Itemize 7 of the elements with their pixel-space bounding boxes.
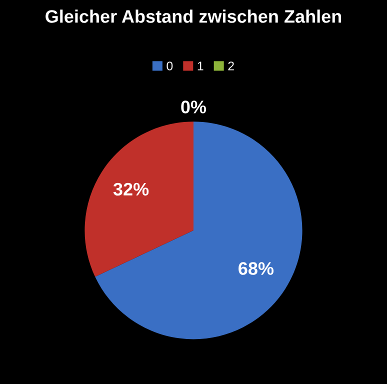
legend-label: 2 [228,62,234,70]
data-label: 32% [113,182,149,196]
legend-label: 1 [198,62,204,70]
chart-title: Gleicher Abstand zwischen Zahlen [46,10,342,23]
text: 0% [181,100,206,114]
legend-label: 0 [166,62,173,70]
data-label: 68% [238,262,274,275]
